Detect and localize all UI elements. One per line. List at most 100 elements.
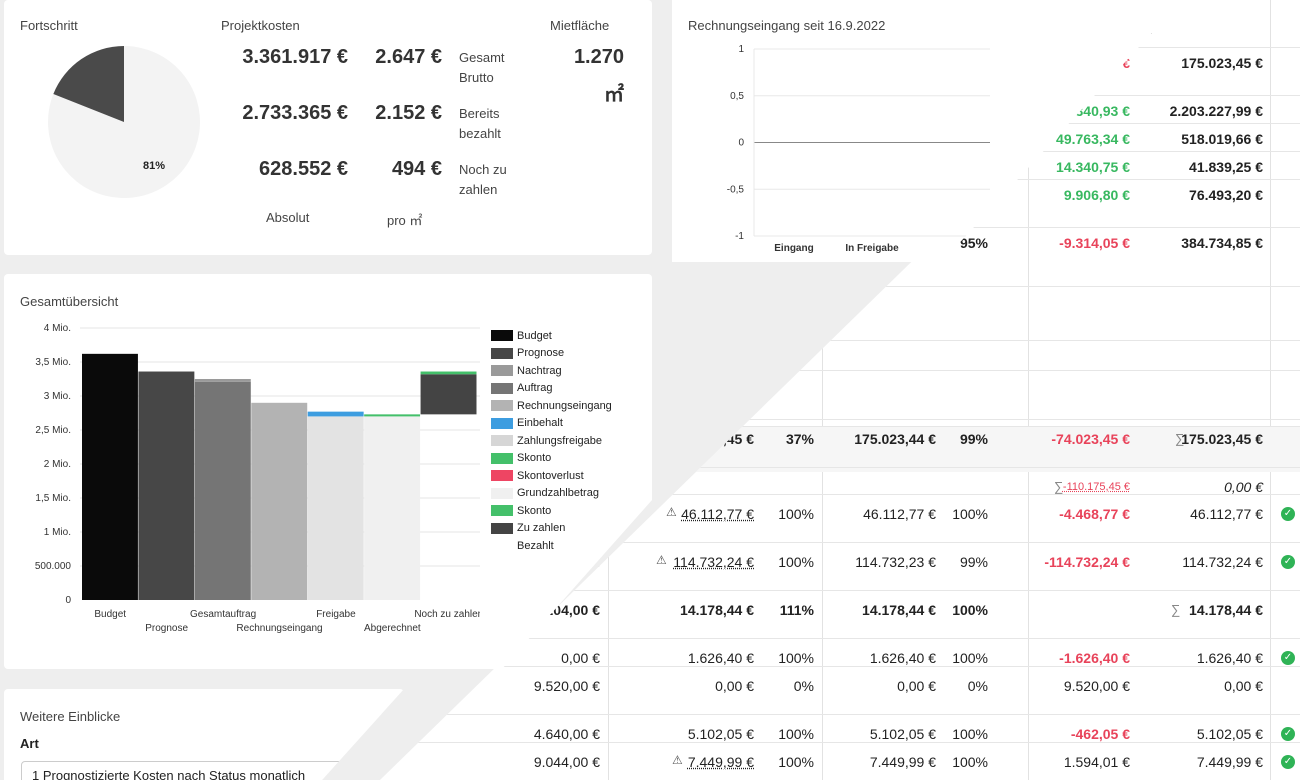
cell-paid: 7.449,99 €	[869, 754, 936, 770]
pie-slice	[53, 46, 124, 122]
legend-label: Skonto	[517, 452, 552, 465]
y-tick-label: -0,5	[727, 184, 745, 195]
legend-item[interactable]: Auftrag	[491, 380, 612, 398]
art-select[interactable]: 1 Prognostizierte Kosten nach Status mon…	[21, 761, 363, 780]
legend-swatch	[491, 435, 513, 447]
table-row[interactable]	[380, 638, 1300, 639]
bar-grundzahlbetrag	[364, 416, 421, 600]
cell-paid: 0,00 €	[897, 678, 936, 694]
legend-item[interactable]: Grundzahlbetrag	[491, 485, 612, 503]
cell-amount: 0,00 €	[715, 678, 754, 694]
legend-swatch	[491, 470, 513, 482]
warning-icon[interactable]: ⚠	[672, 753, 683, 767]
table-row[interactable]	[380, 419, 1300, 420]
cell-prev: 9.520,00 €	[533, 678, 600, 694]
cell-paid: 114.732,23 €	[855, 554, 936, 570]
y-tick-label: 2,5 Mio.	[35, 425, 71, 436]
cell-total: 5.102,05 €	[1196, 726, 1263, 742]
sigma-icon: ∑	[1175, 431, 1185, 446]
legend-label: Auftrag	[517, 382, 553, 395]
cell-prev: 0,00 €	[561, 650, 600, 666]
legend-label: Bezahlt	[517, 539, 554, 552]
cell-amount: 5.102,05 €	[687, 726, 754, 742]
warning-icon[interactable]: ⚠	[656, 553, 667, 567]
legend-label: Nachtrag	[517, 364, 562, 377]
cell-total: 14.178,44 €	[1189, 602, 1263, 618]
cell-percent: 0%	[793, 678, 814, 694]
cost-total-per-sqm: 2.647 €	[375, 46, 442, 68]
invoice-chart-title: Rechnungseingang seit 16.9.2022	[688, 18, 886, 33]
summary-card: Fortschritt 81% Projektkosten 3.361.917 …	[4, 0, 652, 255]
legend-item[interactable]: Skonto	[491, 450, 612, 468]
legend-swatch	[491, 522, 513, 534]
legend-label: Zahlungsfreigabe	[517, 434, 603, 447]
cost-paid-per-sqm: 2.152 €	[375, 102, 442, 124]
cell-percent: 100%	[952, 602, 988, 618]
legend-item[interactable]: Einbehalt	[491, 415, 612, 433]
insights-title: Weitere Einblicke	[20, 709, 121, 724]
bar-einbehalt	[307, 411, 364, 417]
col-per-sqm-label: pro ㎡	[387, 213, 423, 228]
table-row[interactable]	[380, 494, 1300, 495]
cell-amount: 1.626,40 €	[687, 650, 754, 666]
table-row[interactable]	[380, 666, 1300, 667]
overview-title: Gesamtübersicht	[20, 294, 119, 309]
table-row	[380, 370, 1300, 371]
cell-amount: 14.178,44 €	[680, 602, 754, 618]
cost-open-per-sqm: 494 €	[391, 158, 442, 180]
cell-total: 114.732,24 €	[1182, 554, 1263, 570]
cell-percent: 100%	[778, 650, 814, 666]
legend-item[interactable]: Budget	[491, 327, 612, 345]
legend-item[interactable]: Zu zahlen	[491, 520, 612, 538]
y-tick-label: 1	[738, 44, 744, 55]
legend-item[interactable]: Skonto	[491, 502, 612, 520]
warning-icon[interactable]: ⚠	[666, 505, 677, 519]
x-tick-label: Prognose	[145, 623, 188, 634]
legend-swatch	[491, 540, 513, 552]
cell-total: 0,00 €	[1224, 479, 1263, 495]
cell-diff: -9.314,05 €	[1059, 235, 1130, 251]
legend-item[interactable]: Zahlungsfreigabe	[491, 432, 612, 450]
bar-rechnungseingang	[251, 402, 308, 600]
y-tick-label: 1 Mio.	[44, 527, 71, 538]
cell-total: 175.023,45 €	[1181, 55, 1263, 71]
table-row[interactable]	[380, 590, 1300, 591]
y-tick-label: 3,5 Mio.	[35, 357, 71, 368]
cell-percent: 111%	[779, 602, 814, 618]
cell-paid: 46.112,77 €	[863, 506, 936, 522]
invoice-chart: -1 -0,5 0 0,5 1 Eingang In Freigabe	[727, 44, 990, 254]
cell-total: 76.493,20 €	[1189, 187, 1263, 203]
legend-swatch	[491, 382, 513, 394]
col-divider	[822, 0, 823, 780]
col-divider	[1028, 0, 1029, 780]
legend-item[interactable]: Skontoverlust	[491, 467, 612, 485]
y-tick-label: 3 Mio.	[44, 391, 71, 402]
cell-paid: 1.626,40 €	[869, 650, 936, 666]
cell-percent: 100%	[952, 726, 988, 742]
cell-percent: 100%	[952, 754, 988, 770]
table-row[interactable]	[380, 742, 1300, 743]
cell-percent: 37%	[785, 431, 814, 447]
legend-item[interactable]: Prognose	[491, 345, 612, 363]
cell-percent: 100%	[778, 554, 814, 570]
sigma-icon: ∑	[1054, 479, 1064, 494]
cost-paid-label: Bereits bezahlt	[459, 106, 501, 141]
table-row[interactable]	[380, 714, 1300, 715]
legend-item[interactable]: Nachtrag	[491, 362, 612, 380]
cost-open-absolute: 628.552 €	[259, 158, 348, 180]
cell-percent: 100%	[778, 754, 814, 770]
art-select-value: 1 Prognostizierte Kosten nach Status mon…	[32, 768, 306, 780]
table-row[interactable]	[380, 542, 1300, 543]
y-tick-label: -1	[735, 231, 744, 242]
bar-skonto	[420, 371, 477, 375]
kg-link[interactable]: bers	[372, 753, 398, 768]
art-label: Art	[20, 736, 39, 751]
table-row[interactable]	[380, 467, 1300, 468]
col-absolute-label: Absolut	[266, 210, 310, 225]
cost-total-label: Gesamt Brutto	[459, 50, 505, 85]
costs-title: Projektkosten	[221, 18, 300, 33]
legend-item[interactable]: Rechnungseingang	[491, 397, 612, 415]
x-tick-label: Freigabe	[316, 609, 356, 620]
legend-item[interactable]: Bezahlt	[491, 537, 612, 555]
legend-label: Prognose	[517, 347, 565, 360]
